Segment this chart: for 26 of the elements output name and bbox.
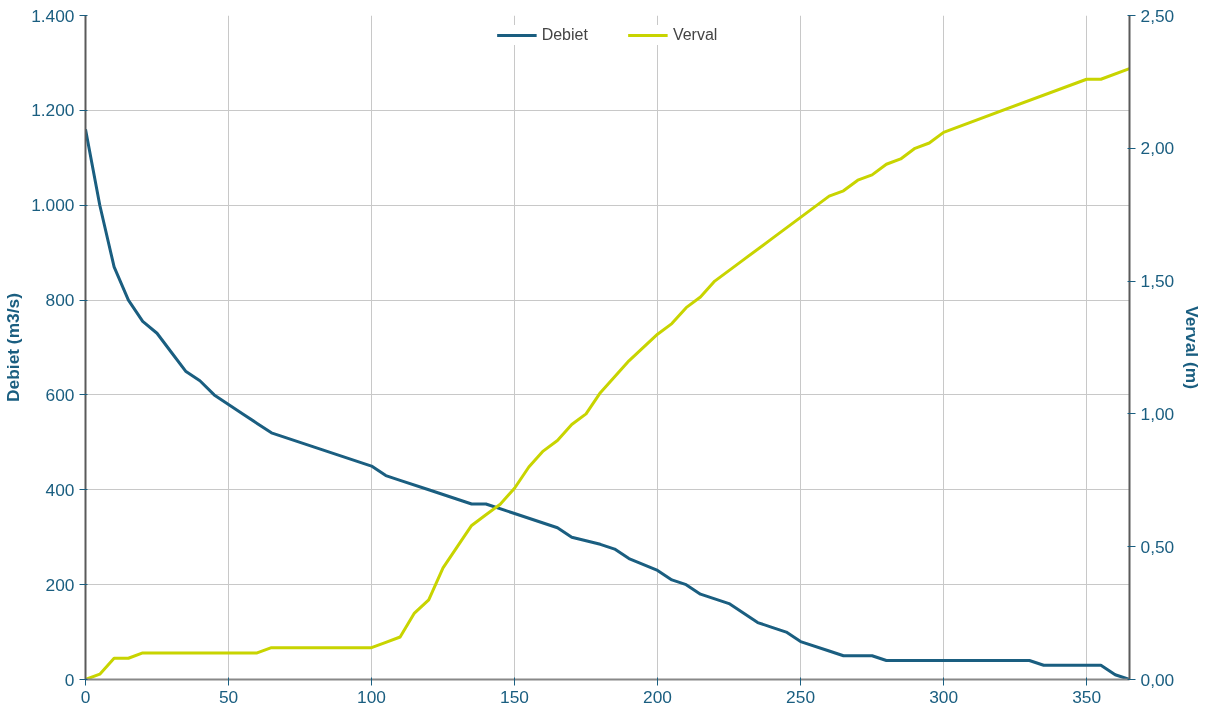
- x-tick-label: 100: [357, 686, 386, 707]
- y2-tick-label: 0,50: [1140, 536, 1175, 557]
- x-tick-label: 350: [1072, 686, 1102, 707]
- x-tick-label: 200: [643, 686, 673, 707]
- x-tick-label: 250: [786, 686, 816, 707]
- y2-tick-label: 2,00: [1140, 138, 1175, 159]
- x-tick-label: 50: [218, 686, 239, 707]
- y-tick-label: 1.200: [31, 100, 75, 121]
- y-tick-label: 200: [45, 574, 75, 595]
- x-tick-label: 150: [500, 686, 530, 707]
- x-tick-label: 300: [929, 686, 959, 707]
- y2-axis-title: Verval (m): [1182, 306, 1203, 389]
- y2-tick-label: 1,50: [1140, 271, 1175, 292]
- y-tick-label: 800: [45, 290, 75, 311]
- x-tick-label: 0: [80, 686, 91, 707]
- y-axis-title: Debiet (m3/s): [3, 293, 24, 402]
- y2-tick-label: 2,50: [1140, 5, 1175, 26]
- legend-label: Debiet: [541, 26, 588, 44]
- y-tick-label: 600: [45, 384, 75, 405]
- y2-tick-label: 0,00: [1140, 669, 1175, 690]
- legend-label: Verval: [672, 26, 718, 44]
- y-tick-label: 400: [45, 479, 75, 500]
- y-tick-label: 1.400: [31, 5, 75, 26]
- y-tick-label: 0: [64, 669, 75, 690]
- y-tick-label: 1.000: [31, 195, 75, 216]
- y2-tick-label: 1,00: [1140, 403, 1175, 424]
